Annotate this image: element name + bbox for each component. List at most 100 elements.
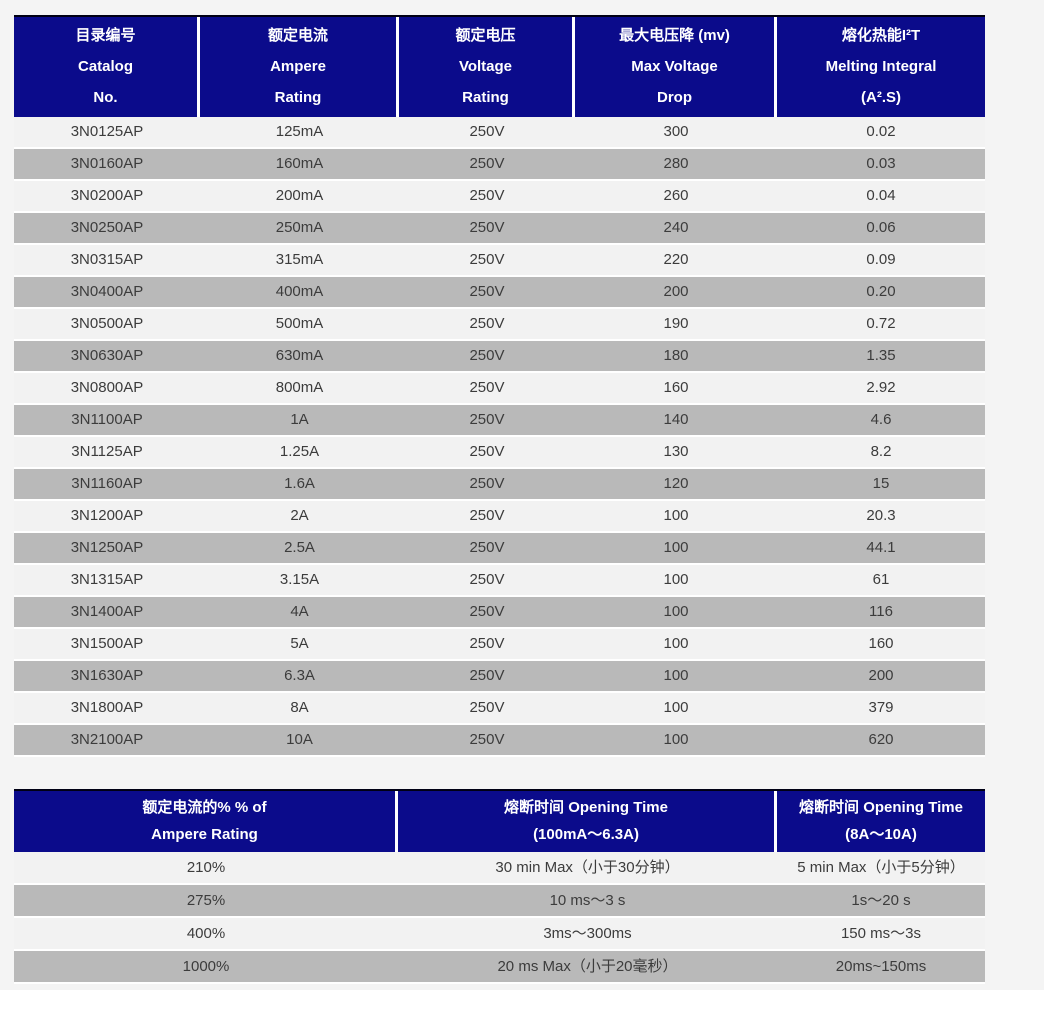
header-line: (8A～10A) — [845, 826, 917, 843]
cell-max-voltage-drop: 260 — [663, 187, 689, 204]
cell-melting-integral: 379 — [868, 699, 894, 716]
col-header-opening-time-8a-10a: 熔断时间 Opening Time (8A～10A) — [777, 791, 985, 852]
cell-ampere-rating: 2.5A — [284, 539, 315, 556]
cell-voltage-rating: 250V — [469, 635, 505, 652]
header-line: Catalog — [77, 58, 133, 75]
cell-max-voltage-drop: 100 — [663, 571, 689, 588]
cell-opening-time-100ma-6-3a: 3ms～300ms — [543, 925, 632, 942]
cell-catalog-no: 3N1400AP — [70, 603, 144, 620]
table-row: 3N1100AP 1A 250V 140 4.6 — [14, 405, 985, 437]
cell-opening-time-8a-10a: 20ms~150ms — [835, 958, 927, 975]
header-line: 熔断时间 Opening Time — [799, 799, 963, 816]
table-header: 目录编号 Catalog No. 额定电流 Ampere Rating 额定电压… — [14, 15, 985, 117]
cell-melting-integral: 0.06 — [866, 219, 896, 236]
cell-ampere-rating: 500mA — [275, 315, 324, 332]
cell-ampere-rating: 4A — [290, 603, 309, 620]
col-header-ampere-rating: 额定电流 Ampere Rating — [200, 17, 399, 117]
cell-melting-integral: 0.03 — [866, 155, 896, 172]
cell-catalog-no: 3N1250AP — [70, 539, 144, 556]
table-row: 3N1315AP 3.15A 250V 100 61 — [14, 565, 985, 597]
cell-melting-integral: 620 — [868, 731, 894, 748]
col-header-catalog-no: 目录编号 Catalog No. — [14, 17, 200, 117]
cell-catalog-no: 3N1315AP — [70, 571, 144, 588]
header-line: 最大电压降 (mv) — [619, 27, 730, 44]
cell-voltage-rating: 250V — [469, 283, 505, 300]
header-line: 熔断时间 Opening Time — [504, 799, 668, 816]
table-row: 3N0125AP 125mA 250V 300 0.02 — [14, 117, 985, 149]
header-line: 熔化热能I²T — [841, 27, 921, 44]
table-row: 3N0315AP 315mA 250V 220 0.09 — [14, 245, 985, 277]
cell-melting-integral: 15 — [872, 475, 890, 492]
cell-max-voltage-drop: 100 — [663, 539, 689, 556]
cell-melting-integral: 0.20 — [866, 283, 896, 300]
cell-ampere-rating: 10A — [286, 731, 313, 748]
header-line: Voltage — [458, 58, 513, 75]
table-row: 3N1500AP 5A 250V 100 160 — [14, 629, 985, 661]
table-row: 3N1160AP 1.6A 250V 120 15 — [14, 469, 985, 501]
cell-catalog-no: 3N0125AP — [70, 123, 144, 140]
header-line: Rating — [462, 89, 509, 106]
header-line: Melting Integral — [825, 58, 937, 75]
cell-max-voltage-drop: 100 — [663, 667, 689, 684]
cell-voltage-rating: 250V — [469, 187, 505, 204]
cell-voltage-rating: 250V — [469, 315, 505, 332]
cell-ampere-rating: 125mA — [275, 123, 324, 140]
col-header-melting-integral: 熔化热能I²T Melting Integral (A².S) — [777, 17, 985, 117]
col-header-max-voltage-drop: 最大电压降 (mv) Max Voltage Drop — [575, 17, 777, 117]
cell-melting-integral: 20.3 — [866, 507, 896, 524]
cell-melting-integral: 4.6 — [870, 411, 892, 428]
cell-voltage-rating: 250V — [469, 603, 505, 620]
table-row: 3N0800AP 800mA 250V 160 2.92 — [14, 373, 985, 405]
cell-catalog-no: 3N0630AP — [70, 347, 144, 364]
header-line: 目录编号 — [75, 27, 136, 44]
opening-time-table: 额定电流的% % of Ampere Rating 熔断时间 Opening T… — [14, 789, 985, 984]
table-header: 额定电流的% % of Ampere Rating 熔断时间 Opening T… — [14, 789, 985, 852]
cell-voltage-rating: 250V — [469, 219, 505, 236]
cell-ampere-rating: 1.6A — [284, 475, 315, 492]
fuse-spec-table: 目录编号 Catalog No. 额定电流 Ampere Rating 额定电压… — [14, 15, 985, 757]
col-header-percent-of-ampere-rating: 额定电流的% % of Ampere Rating — [14, 791, 398, 852]
cell-voltage-rating: 250V — [469, 571, 505, 588]
cell-catalog-no: 3N0160AP — [70, 155, 144, 172]
cell-max-voltage-drop: 200 — [663, 283, 689, 300]
table-row: 3N1400AP 4A 250V 100 116 — [14, 597, 985, 629]
header-line: (A².S) — [861, 89, 901, 106]
cell-melting-integral: 0.04 — [866, 187, 896, 204]
header-line: 额定电流 — [267, 27, 328, 44]
cell-opening-time-100ma-6-3a: 30 min Max（小于30分钟） — [495, 859, 680, 876]
cell-catalog-no: 3N2100AP — [70, 731, 144, 748]
cell-catalog-no: 3N0315AP — [70, 251, 144, 268]
cell-catalog-no: 3N0500AP — [70, 315, 144, 332]
cell-ampere-rating: 400mA — [275, 283, 324, 300]
cell-opening-time-8a-10a: 150 ms～3s — [840, 925, 922, 942]
cell-catalog-no: 3N1200AP — [70, 507, 144, 524]
cell-ampere-rating: 315mA — [275, 251, 324, 268]
cell-ampere-rating: 8A — [290, 699, 309, 716]
cell-voltage-rating: 250V — [469, 539, 505, 556]
cell-ampere-rating: 800mA — [275, 379, 324, 396]
cell-percent-of-ampere-rating: 400% — [186, 925, 226, 942]
cell-voltage-rating: 250V — [469, 475, 505, 492]
header-line: Ampere Rating — [151, 826, 258, 843]
cell-max-voltage-drop: 240 — [663, 219, 689, 236]
cell-ampere-rating: 160mA — [275, 155, 324, 172]
cell-max-voltage-drop: 300 — [663, 123, 689, 140]
cell-catalog-no: 3N1630AP — [70, 667, 144, 684]
cell-melting-integral: 116 — [869, 603, 893, 620]
cell-catalog-no: 3N0800AP — [70, 379, 144, 396]
cell-voltage-rating: 250V — [469, 667, 505, 684]
table-body: 3N0125AP 125mA 250V 300 0.02 3N0160AP 160mA 250… — [14, 117, 985, 757]
cell-voltage-rating: 250V — [469, 123, 505, 140]
col-header-opening-time-100ma-6-3a: 熔断时间 Opening Time (100mA～6.3A) — [398, 791, 777, 852]
cell-voltage-rating: 250V — [469, 347, 505, 364]
cell-percent-of-ampere-rating: 1000% — [182, 958, 230, 975]
cell-melting-integral: 160 — [868, 635, 894, 652]
cell-ampere-rating: 1A — [290, 411, 309, 428]
cell-max-voltage-drop: 100 — [663, 635, 689, 652]
cell-catalog-no: 3N0400AP — [70, 283, 144, 300]
cell-catalog-no: 3N1500AP — [70, 635, 144, 652]
cell-max-voltage-drop: 120 — [663, 475, 689, 492]
header-line: Ampere — [270, 58, 326, 75]
cell-melting-integral: 44.1 — [866, 539, 896, 556]
cell-melting-integral: 0.09 — [866, 251, 896, 268]
